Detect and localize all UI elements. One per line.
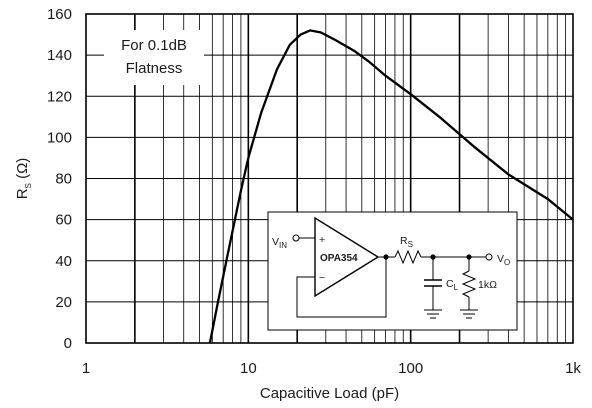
- vin-label-main: V: [272, 236, 279, 248]
- y-tick-label: 140: [47, 47, 72, 64]
- vin-label: VIN: [272, 236, 287, 250]
- flatness-annotation: For 0.1dB Flatness: [104, 30, 204, 85]
- rload-label: 1kΩ: [478, 279, 497, 291]
- y-tick-label: 160: [47, 6, 72, 23]
- opamp-plus: +: [319, 234, 325, 246]
- opamp-minus: −: [319, 272, 325, 284]
- vo-label-sub: O: [504, 258, 510, 267]
- res-ground-icon: [460, 309, 478, 319]
- y-axis-title-sub: S: [24, 183, 33, 188]
- x-tick-label: 100: [398, 360, 423, 377]
- annotation-line-2: Flatness: [126, 60, 183, 77]
- y-tick-label: 0: [64, 335, 72, 352]
- y-axis-title-main: R: [14, 188, 31, 199]
- rs-label: RS: [400, 235, 413, 249]
- y-tick-label: 20: [55, 294, 72, 311]
- cl-label: CL: [446, 278, 459, 292]
- circuit-inset: VIN + − OPA354 RS VO CL 1kΩ: [267, 211, 518, 331]
- vin-label-sub: IN: [279, 241, 287, 250]
- cl-label-sub: L: [454, 283, 459, 292]
- y-axis-title: RS (Ω): [14, 158, 33, 200]
- rs-resistor: [394, 249, 422, 265]
- vo-terminal: [485, 253, 493, 261]
- y-tick-label: 60: [55, 212, 72, 229]
- annotation-line-1: For 0.1dB: [121, 37, 187, 54]
- vo-label: VO: [497, 253, 510, 267]
- annotation-box: [104, 30, 204, 85]
- y-tick-label: 120: [47, 88, 72, 105]
- series-line: [208, 29, 574, 344]
- y-tick-label: 40: [55, 253, 72, 270]
- rs-label-sub: S: [408, 240, 413, 249]
- opamp-label: OPA354: [320, 253, 358, 264]
- plot-frame: [85, 13, 574, 344]
- y-axis-title-unit: (Ω): [14, 158, 31, 183]
- x-tick-label: 1: [82, 360, 90, 377]
- cl-label-main: C: [446, 278, 454, 290]
- vin-terminal: [292, 234, 300, 242]
- x-tick-label: 10: [240, 360, 257, 377]
- y-tick-label: 100: [47, 129, 72, 146]
- rs-label-main: R: [400, 235, 408, 247]
- y-tick-label: 80: [55, 171, 72, 188]
- output-node: [383, 254, 389, 260]
- x-tick-label: 1k: [565, 360, 581, 377]
- load-resistor: [461, 270, 477, 298]
- circuit-inset-frame: [267, 211, 518, 331]
- cap-ground-icon: [424, 309, 442, 319]
- x-axis-title: Capacitive Load (pF): [260, 385, 399, 402]
- vo-label-main: V: [497, 253, 504, 265]
- feedback-wire: [296, 257, 387, 318]
- opamp-symbol: [314, 216, 380, 298]
- tick-labels: 1 10 100 1k 0 20 40 60 80 100 120 140 160: [47, 6, 581, 377]
